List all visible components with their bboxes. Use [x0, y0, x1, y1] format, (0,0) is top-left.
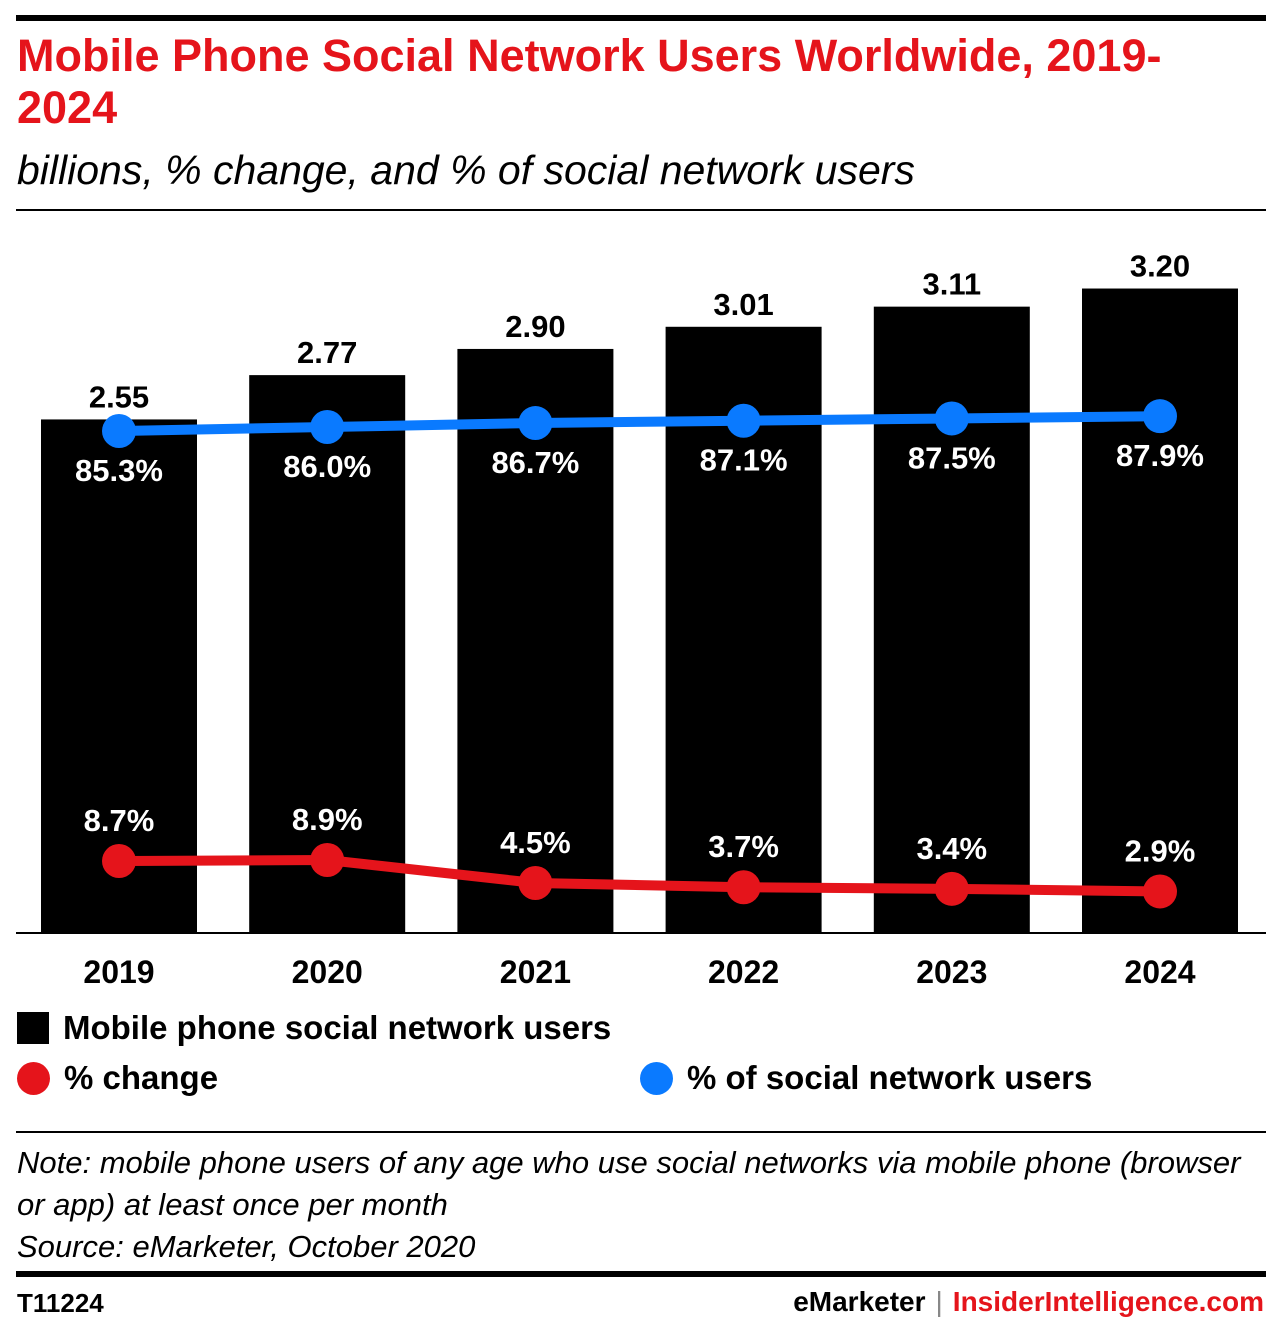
- bar-value-label: 3.11: [922, 267, 981, 302]
- bar-value-label: 2.55: [89, 379, 149, 414]
- legend-item-change: % change: [17, 1058, 218, 1098]
- bar-2021: [457, 348, 614, 933]
- share-line: [114, 411, 1165, 436]
- chart-note: Note: mobile phone users of any age who …: [17, 1145, 1241, 1222]
- change-point: [726, 870, 761, 905]
- bar-value-label: 3.20: [1130, 249, 1190, 284]
- share-value-label: 87.5%: [908, 440, 996, 475]
- chart-title: Mobile Phone Social Network Users Worldw…: [17, 30, 1162, 133]
- notes-block: Note: mobile phone users of any age who …: [17, 1142, 1257, 1268]
- bar-value-label: 3.01: [713, 287, 773, 322]
- legend-item-share: % of social network users: [640, 1058, 1092, 1098]
- bottom-rule: [16, 1271, 1266, 1277]
- share-point: [102, 414, 136, 448]
- brand-emarketer: eMarketer: [793, 1286, 926, 1317]
- footer-brand: eMarketer | InsiderIntelligence.com: [793, 1286, 1264, 1318]
- change-point: [934, 871, 969, 906]
- share-value-label: 87.9%: [1116, 438, 1204, 473]
- change-value-label: 8.7%: [84, 803, 155, 838]
- change-point: [518, 866, 553, 900]
- bar-value-label: 2.77: [297, 335, 357, 370]
- legend-item-users: Mobile phone social network users: [17, 1008, 611, 1048]
- category-labels: 2019 2020 2021 2022 2023 2024: [83, 954, 1195, 990]
- legend-label-share: % of social network users: [687, 1059, 1093, 1096]
- change-point: [310, 843, 345, 877]
- x-tick-label: 2020: [292, 954, 363, 990]
- change-value-label: 3.7%: [708, 829, 779, 864]
- share-point: [518, 406, 553, 441]
- x-tick-label: 2024: [1124, 954, 1195, 990]
- share-value-label: 87.1%: [700, 443, 788, 478]
- share-line-layer: [102, 399, 1177, 448]
- share-point: [1143, 399, 1177, 434]
- change-value-label: 8.9%: [292, 802, 363, 837]
- chart-source: Source: eMarketer, October 2020: [17, 1229, 476, 1264]
- share-point: [726, 403, 761, 438]
- legend-square-icon: [17, 1012, 49, 1044]
- bars-layer: [41, 288, 1238, 933]
- legend-label-users: Mobile phone social network users: [63, 1009, 612, 1046]
- change-line: [114, 855, 1165, 897]
- labels-layer: 2.55 2.77 2.90 3.01 3.11 3.20 85.3% 86.0% 86.7% 8…: [75, 249, 1204, 869]
- chart-id: T11224: [17, 1288, 104, 1318]
- top-rule: [16, 15, 1266, 21]
- x-tick-label: 2022: [708, 954, 779, 990]
- x-tick-label: 2021: [500, 954, 571, 990]
- bar-2024: [1082, 288, 1238, 933]
- change-value-label: 4.5%: [500, 825, 571, 860]
- change-line-layer: [102, 843, 1177, 909]
- x-tick-label: 2023: [916, 954, 987, 990]
- brand-insider-intelligence: InsiderIntelligence.com: [952, 1286, 1264, 1317]
- combo-chart: 2.55 2.77 2.90 3.01 3.11 3.20 85.3% 86.0% 86.7% 8…: [16, 249, 1266, 990]
- share-value-label: 86.0%: [283, 449, 371, 484]
- footer-divider: [16, 1131, 1266, 1133]
- legend-dot-blue-icon: [640, 1061, 673, 1095]
- share-value-label: 85.3%: [75, 453, 163, 488]
- legend-label-change: % change: [64, 1059, 219, 1096]
- share-point: [310, 410, 345, 445]
- change-point: [1143, 874, 1177, 909]
- brand-separator: |: [935, 1286, 943, 1317]
- x-tick-label: 2019: [83, 954, 154, 990]
- share-point: [934, 401, 969, 436]
- bar-value-label: 2.90: [505, 309, 565, 344]
- share-value-label: 86.7%: [491, 445, 579, 480]
- legend-dot-red-icon: [17, 1061, 50, 1095]
- header-divider: [16, 209, 1266, 211]
- chart-subtitle: billions, % change, and % of social netw…: [17, 147, 915, 193]
- change-value-label: 3.4%: [916, 831, 987, 866]
- change-point: [102, 844, 136, 878]
- change-value-label: 2.9%: [1125, 833, 1196, 868]
- bar-2020: [249, 375, 406, 933]
